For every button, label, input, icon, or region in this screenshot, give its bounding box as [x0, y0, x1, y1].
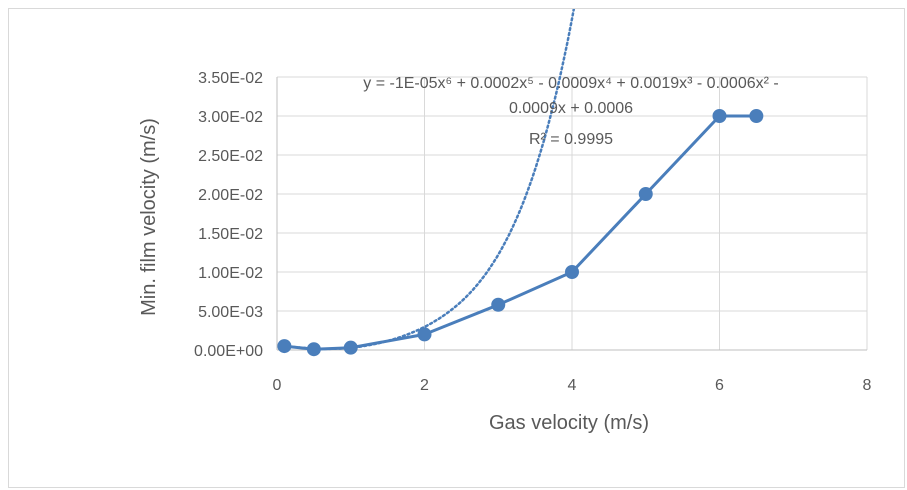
- series-layer: [277, 109, 764, 357]
- x-tick-label: 4: [568, 377, 577, 394]
- data-point: [306, 342, 321, 357]
- data-point: [491, 297, 506, 312]
- y-axis-title: Min. film velocity (m/s): [138, 118, 160, 316]
- y-tick-label: 2.50E-02: [198, 148, 263, 165]
- data-point: [565, 265, 579, 279]
- y-tick-label: 2.00E-02: [198, 187, 263, 204]
- tick-label-layer: 0.00E+00 5.00E-03 1.00E-02 1.50E-02 2.00E-02…: [194, 70, 872, 394]
- data-point: [749, 109, 764, 123]
- x-axis-title: Gas velocity (m/s): [489, 412, 649, 434]
- trendline-equation-line2: 0.0009x + 0.0006: [509, 100, 633, 117]
- x-tick-label: 8: [863, 377, 872, 394]
- data-point: [417, 327, 432, 342]
- trendline-equation-line1: y = -1E-05x⁶ + 0.0002x⁵ - 0.0009x⁴ + 0.0…: [363, 75, 778, 92]
- y-tick-label: 1.50E-02: [198, 226, 263, 243]
- trendline-layer: [283, 9, 576, 351]
- grid-layer: [277, 76, 868, 350]
- y-tick-label: 3.00E-02: [198, 109, 263, 126]
- y-tick-label: 1.00E-02: [198, 265, 263, 282]
- x-tick-label: 2: [420, 377, 429, 394]
- trendline-r-squared: R² = 0.9995: [529, 131, 613, 148]
- x-tick-label: 0: [273, 377, 282, 394]
- y-tick-label: 3.50E-02: [198, 70, 263, 87]
- data-point: [638, 187, 653, 201]
- polynomial-trendline: [283, 9, 576, 351]
- chart-svg: 0.00E+00 5.00E-03 1.00E-02 1.50E-02 2.00E-02…: [138, 9, 872, 434]
- data-point: [712, 109, 727, 123]
- y-tick-label: 5.00E-03: [198, 304, 263, 321]
- x-tick-label: 6: [715, 377, 724, 394]
- data-point: [343, 340, 358, 355]
- y-tick-label: 0.00E+00: [194, 343, 263, 360]
- data-point: [277, 339, 292, 354]
- chart-area: 0.00E+00 5.00E-03 1.00E-02 1.50E-02 2.00E-02…: [8, 8, 905, 488]
- axis-layer: [276, 77, 867, 351]
